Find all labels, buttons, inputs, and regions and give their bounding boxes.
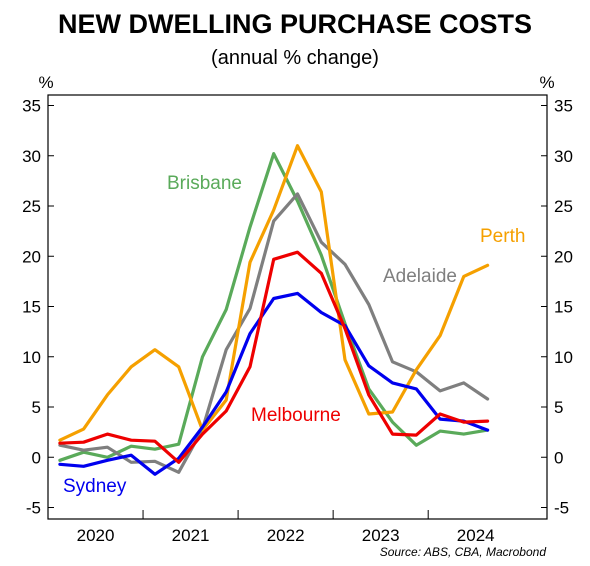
y-tick-label-left: 30 [22, 147, 41, 166]
y-tick-label-left: 15 [22, 298, 41, 317]
y-tick-label-right: 35 [554, 97, 573, 116]
y-tick-label-right: -5 [554, 499, 569, 518]
x-tick-label: 2023 [362, 526, 400, 545]
series-label-brisbane: Brisbane [167, 173, 242, 194]
chart-title: NEW DWELLING PURCHASE COSTS [58, 9, 532, 39]
series-line-perth [58, 144, 490, 442]
chart-subtitle: (annual % change) [211, 47, 379, 69]
y-tick-label-left: 0 [32, 448, 41, 467]
series-line-sydney [58, 291, 490, 476]
series-label-adelaide: Adelaide [383, 266, 457, 287]
y-tick-label-right: 30 [554, 147, 573, 166]
y-tick-label-left: 20 [22, 247, 41, 266]
y-tick-label-left: 5 [32, 398, 41, 417]
x-tick-label: 2021 [172, 526, 210, 545]
y-axis-unit-left: % [38, 73, 53, 92]
x-tick-label: 2020 [77, 526, 115, 545]
series-label-perth: Perth [480, 226, 525, 247]
y-tick-label-right: 0 [554, 448, 563, 467]
y-tick-label-left: -5 [26, 499, 41, 518]
series-line-melbourne [58, 250, 490, 464]
y-tick-label-right: 15 [554, 298, 573, 317]
y-tick-label-left: 25 [22, 197, 41, 216]
y-tick-label-left: 10 [22, 348, 41, 367]
x-tick-label: 2022 [267, 526, 305, 545]
series-labels: Brisbane Perth Adelaide Melbourne Sydney [63, 173, 525, 497]
y-tick-label-right: 20 [554, 247, 573, 266]
y-tick-label-right: 5 [554, 398, 563, 417]
y-axis-unit-right: % [539, 73, 554, 92]
source-note: Source: ABS, CBA, Macrobond [380, 545, 547, 559]
series-lines [58, 144, 490, 476]
series-label-melbourne: Melbourne [251, 405, 341, 426]
x-tick-label: 2024 [457, 526, 495, 545]
series-line-brisbane [58, 152, 490, 462]
y-tick-label-right: 25 [554, 197, 573, 216]
series-label-sydney: Sydney [63, 476, 127, 497]
y-tick-label-left: 35 [22, 97, 41, 116]
y-tick-label-right: 10 [554, 348, 573, 367]
